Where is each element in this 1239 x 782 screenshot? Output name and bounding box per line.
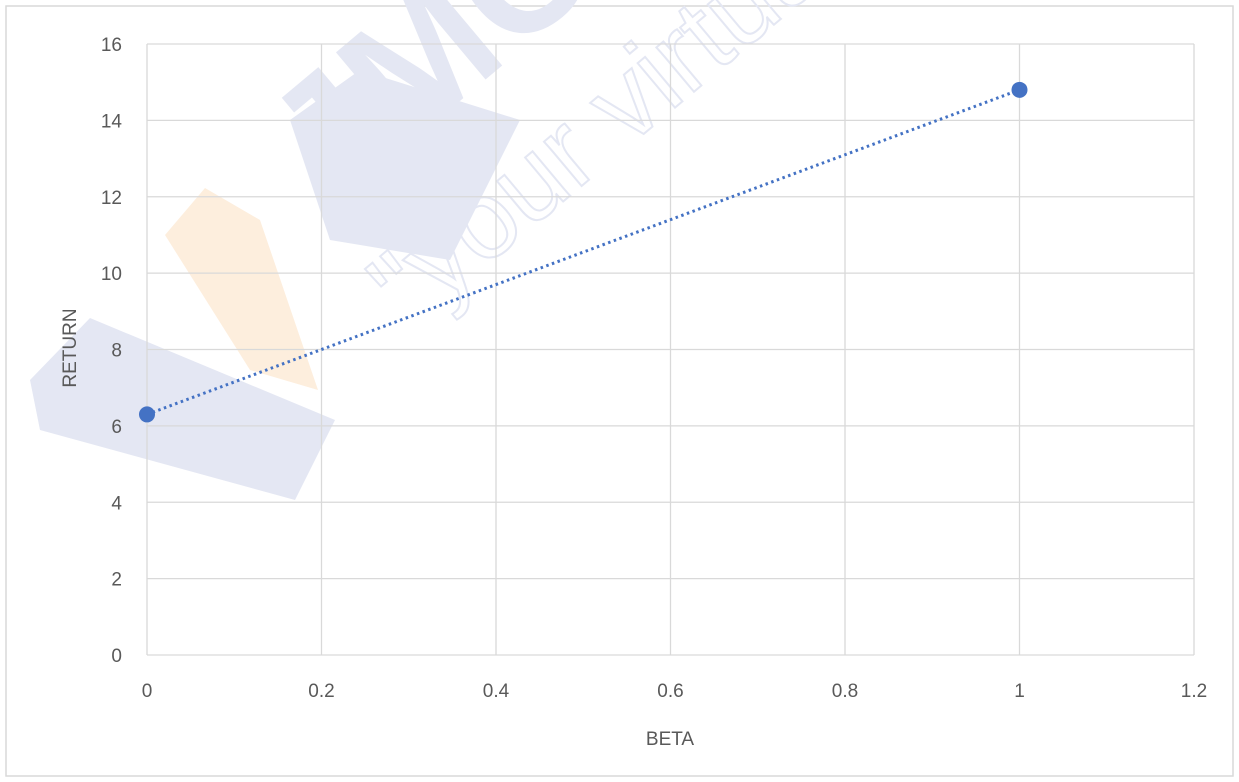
watermark-orange-prism (165, 188, 318, 390)
x-tick-label: 1.2 (1181, 681, 1207, 702)
x-tick-label: 0.8 (832, 681, 858, 702)
series (139, 81, 1028, 423)
y-tick-label: 4 (111, 493, 122, 514)
y-tick-label: 10 (101, 264, 122, 285)
y-tick-label: 8 (111, 341, 122, 362)
trendline (146, 88, 1021, 416)
x-tick-label: 0.4 (483, 681, 510, 702)
data-point (139, 406, 155, 423)
watermark-blue-dark-block (290, 70, 520, 260)
x-tick-label: 0.6 (657, 681, 683, 702)
x-tick-label: 0.2 (308, 681, 334, 702)
y-tick-label: 0 (111, 646, 122, 667)
x-tick-label: 1 (1014, 681, 1025, 702)
x-tick-label: 0 (142, 681, 153, 702)
y-tick-label: 12 (101, 188, 122, 209)
y-tick-label: 14 (101, 111, 123, 132)
grid (146, 43, 1195, 656)
data-point (1011, 81, 1028, 98)
x-axis-title: BETA (646, 729, 695, 750)
y-tick-label: 6 (111, 417, 122, 438)
watermark-blue-prism (30, 318, 335, 500)
y-axis-title: RETURN (60, 308, 81, 387)
y-tick-label: 2 (111, 570, 122, 591)
y-tick-label: 16 (101, 35, 122, 56)
tick-labels: 0 0.2 0.4 0.6 0.8 1 1.2 0 2 4 6 8 10 12 14 16 (101, 35, 1207, 702)
